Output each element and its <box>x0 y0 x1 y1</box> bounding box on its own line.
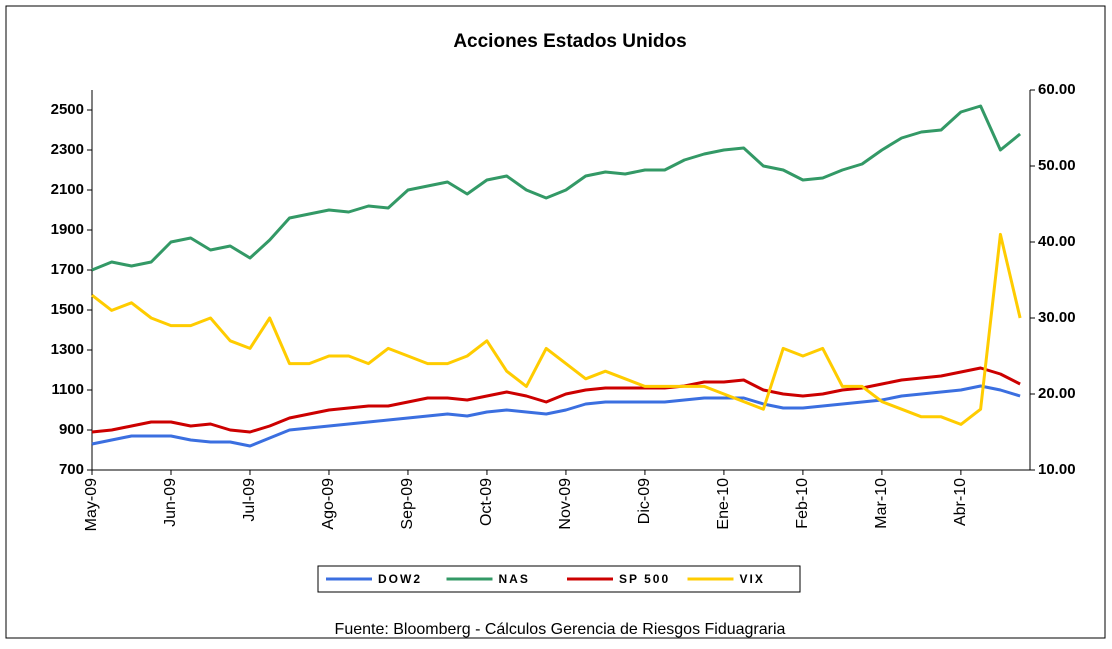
y-tick-label: 700 <box>59 461 84 478</box>
x-tick-label: Sep-09 <box>399 478 416 530</box>
series-line <box>91 232 1022 426</box>
x-tick-label: Abr-10 <box>952 478 969 526</box>
y2-tick-label: 30.00 <box>1038 309 1076 326</box>
y-tick-label: 1700 <box>51 261 84 278</box>
y-tick-label: 2100 <box>51 181 84 198</box>
y2-tick-label: 10.00 <box>1038 461 1076 478</box>
x-tick-label: Oct-09 <box>478 478 495 526</box>
y-tick-label: 1900 <box>51 221 84 238</box>
x-tick-label: Dic-09 <box>636 478 653 524</box>
series-line <box>91 384 1021 448</box>
x-tick-label: Mar-10 <box>873 478 890 529</box>
y2-tick-label: 20.00 <box>1038 385 1076 402</box>
legend-label: DOW2 <box>378 572 422 586</box>
series-line <box>91 104 1022 272</box>
y-tick-label: 2300 <box>51 141 84 158</box>
y2-tick-label: 50.00 <box>1038 157 1076 174</box>
source-note: Fuente: Bloomberg - Cálculos Gerencia de… <box>335 621 786 638</box>
x-tick-label: Jun-09 <box>162 478 179 527</box>
x-tick-label: Nov-09 <box>557 478 574 530</box>
y-tick-label: 900 <box>59 421 84 438</box>
y2-tick-label: 40.00 <box>1038 233 1076 250</box>
y-tick-label: 2500 <box>51 101 84 118</box>
y2-tick-label: 60.00 <box>1038 81 1076 98</box>
y-tick-label: 1500 <box>51 301 84 318</box>
chart-title: Acciones Estados Unidos <box>453 31 686 52</box>
y-tick-label: 1100 <box>51 381 84 398</box>
x-tick-label: Feb-10 <box>794 478 811 529</box>
x-tick-label: Ago-09 <box>320 478 337 530</box>
chart-border <box>5 5 1106 639</box>
legend-label: NAS <box>499 572 530 586</box>
x-tick-label: May-09 <box>83 478 100 531</box>
legend-label: SP 500 <box>619 572 670 586</box>
x-tick-label: Ene-10 <box>715 478 732 530</box>
x-tick-label: Jul-09 <box>241 478 258 522</box>
y-tick-label: 1300 <box>51 341 84 358</box>
legend-label: VIX <box>740 572 765 586</box>
